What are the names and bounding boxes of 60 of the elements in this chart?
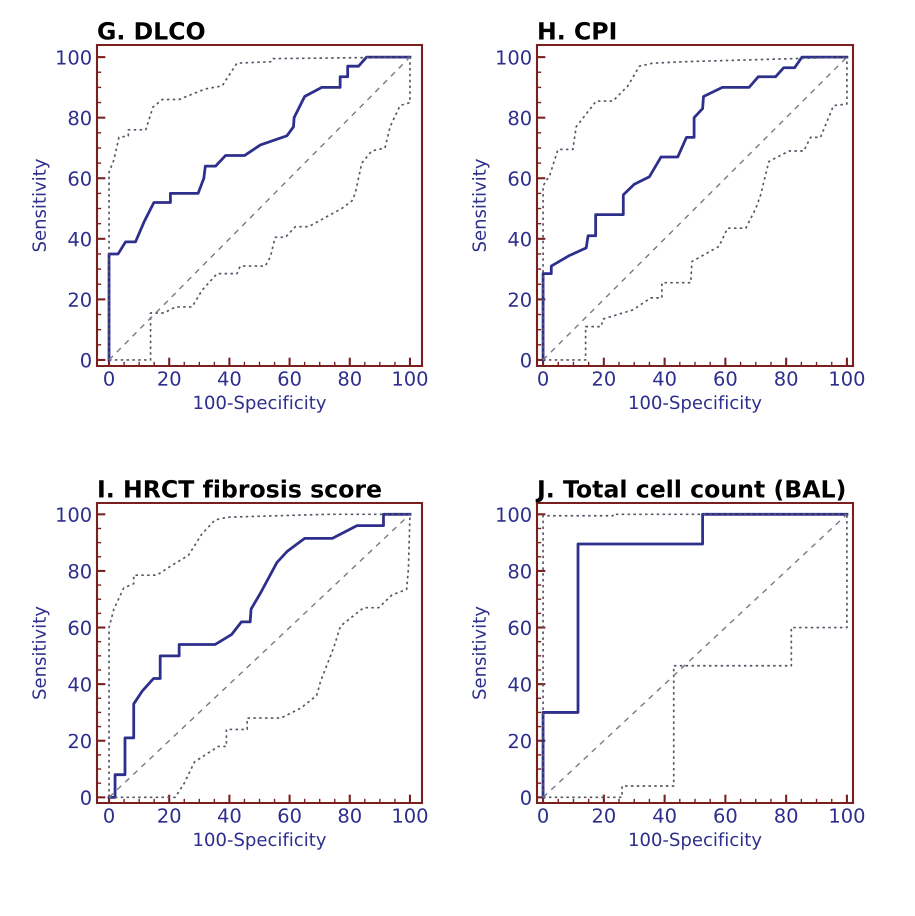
y-tick-label: 40 xyxy=(508,232,531,246)
x-tick-label: 60 xyxy=(278,808,301,823)
x-tick-label: 100 xyxy=(830,371,864,386)
y-tick-label: 100 xyxy=(497,507,531,522)
chart-title: G. DLCO xyxy=(98,22,204,40)
y-tick-label: 100 xyxy=(57,50,91,65)
x-axis-title: 100-Specificity xyxy=(194,832,326,850)
y-tick-label: 20 xyxy=(68,734,91,748)
x-axis-title: 100-Specificity xyxy=(630,395,762,413)
chart-title: J. Total cell count (BAL) xyxy=(536,480,844,502)
y-tick-label: 60 xyxy=(508,620,531,636)
y-tick-label: 80 xyxy=(68,110,91,126)
y-tick-label: 40 xyxy=(508,677,531,692)
x-tick-label: 60 xyxy=(714,808,736,823)
x-tick-label: 100 xyxy=(394,808,428,823)
x-tick-label: 0 xyxy=(104,371,114,386)
x-tick-label: 20 xyxy=(592,808,615,823)
x-axis-title: 100-Specificity xyxy=(194,395,326,413)
y-tick-label: 60 xyxy=(508,171,531,186)
chart-title: I. HRCT fibrosis score xyxy=(99,480,381,498)
x-tick-label: 20 xyxy=(592,371,615,386)
y-axis-title: Sensitivity xyxy=(472,159,490,252)
x-tick-label: 100 xyxy=(394,371,428,386)
y-tick-label: 80 xyxy=(508,564,531,579)
y-tick-label: 40 xyxy=(68,677,91,692)
y-tick-label: 60 xyxy=(68,171,91,186)
x-tick-label: 40 xyxy=(653,371,676,386)
y-tick-label: 0 xyxy=(521,790,531,806)
x-tick-label: 60 xyxy=(278,371,301,386)
x-tick-label: 0 xyxy=(104,808,114,823)
y-tick-label: 20 xyxy=(508,734,531,748)
x-axis-title: 100-Specificity xyxy=(630,832,762,850)
x-tick-label: 80 xyxy=(338,808,361,823)
x-tick-label: 80 xyxy=(338,371,361,386)
y-tick-label: 0 xyxy=(521,352,531,368)
y-tick-label: 40 xyxy=(68,232,91,246)
y-tick-label: 60 xyxy=(68,620,91,636)
x-tick-label: 40 xyxy=(218,808,240,823)
x-tick-label: 0 xyxy=(538,808,548,823)
x-tick-label: 0 xyxy=(538,371,548,386)
y-tick-label: 80 xyxy=(508,110,531,126)
y-tick-label: 20 xyxy=(508,292,531,308)
y-tick-label: 0 xyxy=(81,352,91,368)
x-tick-label: 60 xyxy=(714,371,736,386)
y-axis-title: Sensitivity xyxy=(472,606,490,699)
y-tick-label: 20 xyxy=(68,292,91,308)
x-tick-label: 40 xyxy=(653,808,676,823)
x-tick-label: 80 xyxy=(775,808,798,823)
y-tick-label: 80 xyxy=(68,564,91,579)
x-tick-label: 80 xyxy=(775,371,798,386)
y-axis-title: Sensitivity xyxy=(32,159,50,252)
y-tick-label: 100 xyxy=(57,507,91,522)
x-tick-label: 20 xyxy=(158,371,180,386)
x-tick-label: 20 xyxy=(158,808,180,823)
x-tick-label: 100 xyxy=(830,808,864,823)
y-axis-title: Sensitivity xyxy=(32,606,50,699)
y-tick-label: 0 xyxy=(81,790,91,806)
y-tick-label: 100 xyxy=(497,50,531,65)
chart-title: H. CPI xyxy=(539,22,616,40)
x-tick-label: 40 xyxy=(218,371,240,386)
